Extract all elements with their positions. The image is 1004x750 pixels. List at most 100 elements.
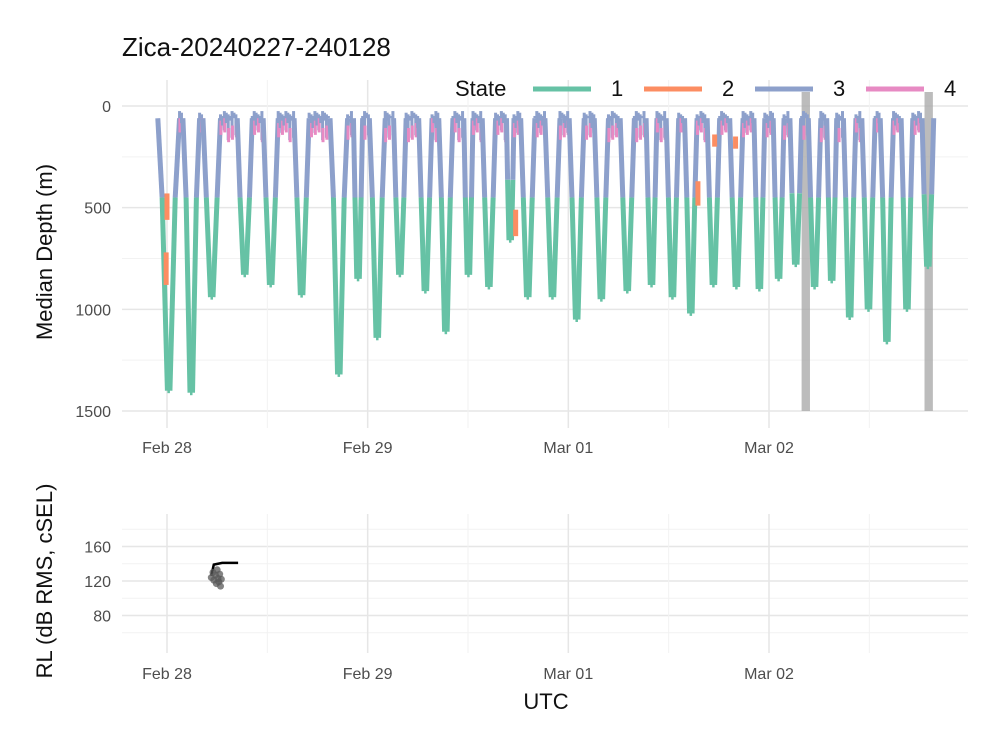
depth-line-segment bbox=[416, 118, 424, 198]
depth-x-tick-label: Mar 01 bbox=[543, 440, 593, 457]
depth-line-segment bbox=[490, 118, 499, 198]
depth-line-segment bbox=[260, 118, 269, 198]
depth-line-segment bbox=[391, 118, 399, 198]
depth-line-segment bbox=[461, 118, 468, 198]
depth-line-segment bbox=[867, 197, 876, 310]
depth-grid bbox=[122, 80, 968, 428]
rl-y-tick-label: 80 bbox=[93, 608, 111, 625]
depth-line-segment bbox=[350, 118, 358, 198]
depth-line-segment bbox=[358, 118, 366, 198]
depth-line-segment bbox=[520, 197, 530, 298]
depth-line-segment bbox=[787, 118, 795, 194]
depth-line-segment bbox=[545, 197, 554, 298]
depth-line-segment bbox=[626, 197, 635, 292]
depth-line-segment bbox=[444, 197, 453, 332]
rl-x-tick-label: Feb 28 bbox=[142, 666, 192, 683]
depth-line-segment bbox=[330, 197, 341, 375]
depth-line-segment bbox=[712, 197, 720, 286]
depth-line-segment bbox=[551, 197, 560, 298]
depth-panel: 0 500 1000 1500 Feb 28 Feb 29 Mar 01 Mar 02 Med… bbox=[32, 80, 968, 457]
depth-line-segment bbox=[885, 197, 894, 342]
depth-line-segment bbox=[824, 118, 831, 198]
depth-line-segment bbox=[919, 118, 927, 195]
depth-line-segment bbox=[794, 193, 803, 265]
depth-line-segment bbox=[689, 197, 698, 314]
depth-line-segment bbox=[753, 197, 761, 290]
depth-line-segment bbox=[155, 118, 165, 198]
depth-line-segment bbox=[418, 197, 427, 292]
depth-line-segment bbox=[805, 118, 814, 198]
shaded-period bbox=[801, 92, 810, 411]
depth-line-segment bbox=[269, 197, 278, 286]
depth-line-segment bbox=[729, 197, 738, 288]
depth-line-segment bbox=[237, 197, 247, 275]
depth-line-segment bbox=[243, 197, 252, 275]
depth-line-segment bbox=[376, 197, 385, 338]
depth-line-segment bbox=[760, 118, 768, 198]
rl-y-axis-title: RL (dB RMS, cSEL) bbox=[32, 484, 57, 679]
depth-line-segment bbox=[751, 118, 759, 198]
depth-line-segment bbox=[645, 197, 653, 285]
depth-line-segment bbox=[505, 179, 512, 241]
depth-line-segment bbox=[830, 197, 838, 281]
depth-line-segment bbox=[294, 197, 303, 296]
depth-series bbox=[155, 111, 937, 396]
depth-line-segment bbox=[706, 197, 715, 286]
depth-line-segment bbox=[727, 118, 735, 198]
depth-line-segment bbox=[926, 194, 935, 267]
depth-line-segment bbox=[526, 197, 535, 298]
depth-line-segment bbox=[704, 118, 712, 198]
rl-point bbox=[217, 582, 225, 590]
depth-line-segment bbox=[832, 118, 840, 198]
depth-line-segment bbox=[758, 197, 766, 290]
depth-line-segment bbox=[859, 118, 867, 198]
depth-x-tick-label: Feb 29 bbox=[343, 440, 393, 457]
depth-line-segment bbox=[921, 194, 930, 267]
depth-line-segment bbox=[508, 179, 516, 241]
depth-line-segment bbox=[203, 197, 213, 298]
rl-tick-labels: 80 120 160 Feb 28 Feb 29 Mar 01 Mar 02 bbox=[84, 540, 794, 683]
depth-line-segment bbox=[167, 197, 178, 391]
depth-line-segment bbox=[234, 118, 243, 198]
legend-label-4: 4 bbox=[944, 76, 956, 101]
depth-y-tick-label: 1000 bbox=[75, 302, 111, 319]
depth-line-segment bbox=[529, 118, 538, 198]
depth-line-segment bbox=[190, 197, 199, 393]
depth-line-segment bbox=[617, 118, 626, 198]
rl-y-tick-label: 160 bbox=[84, 540, 111, 557]
depth-line-segment bbox=[479, 118, 488, 198]
depth-line-segment bbox=[180, 118, 189, 198]
depth-line-segment bbox=[591, 118, 600, 198]
legend-label-1: 1 bbox=[611, 76, 623, 101]
depth-line-segment bbox=[487, 197, 496, 288]
depth-line-segment bbox=[193, 118, 203, 198]
depth-line-segment bbox=[905, 197, 914, 310]
depth-line-segment bbox=[870, 118, 878, 198]
depth-line-segment bbox=[356, 197, 364, 279]
depth-line-segment bbox=[447, 118, 456, 198]
depth-line-segment bbox=[848, 197, 857, 318]
depth-y-tick-label: 500 bbox=[84, 201, 111, 218]
legend-label-3: 3 bbox=[833, 76, 845, 101]
depth-line-segment bbox=[671, 197, 679, 298]
rl-panel: 80 120 160 Feb 28 Feb 29 Mar 01 Mar 02 RL (dB … bbox=[32, 484, 968, 714]
depth-line-segment bbox=[908, 118, 916, 198]
depth-x-tick-label: Feb 28 bbox=[142, 440, 192, 457]
depth-line-segment bbox=[542, 118, 551, 198]
depth-line-segment bbox=[200, 118, 209, 198]
depth-line-segment bbox=[650, 197, 658, 285]
depth-line-segment bbox=[369, 197, 379, 338]
legend: State 1 2 3 4 bbox=[455, 76, 956, 101]
depth-tick-labels: 0 500 1000 1500 Feb 28 Feb 29 Mar 01 Mar 02 bbox=[75, 99, 794, 457]
depth-line-segment bbox=[401, 118, 409, 198]
depth-line-segment bbox=[789, 193, 797, 265]
depth-y-tick-label: 0 bbox=[102, 99, 111, 116]
depth-line-segment bbox=[578, 118, 587, 198]
depth-line-segment bbox=[210, 197, 220, 298]
depth-line-segment bbox=[518, 118, 526, 198]
legend-label-2: 2 bbox=[722, 76, 734, 101]
rl-x-tick-label: Mar 01 bbox=[543, 666, 593, 683]
rl-grid bbox=[122, 514, 968, 653]
depth-line-segment bbox=[183, 197, 193, 393]
